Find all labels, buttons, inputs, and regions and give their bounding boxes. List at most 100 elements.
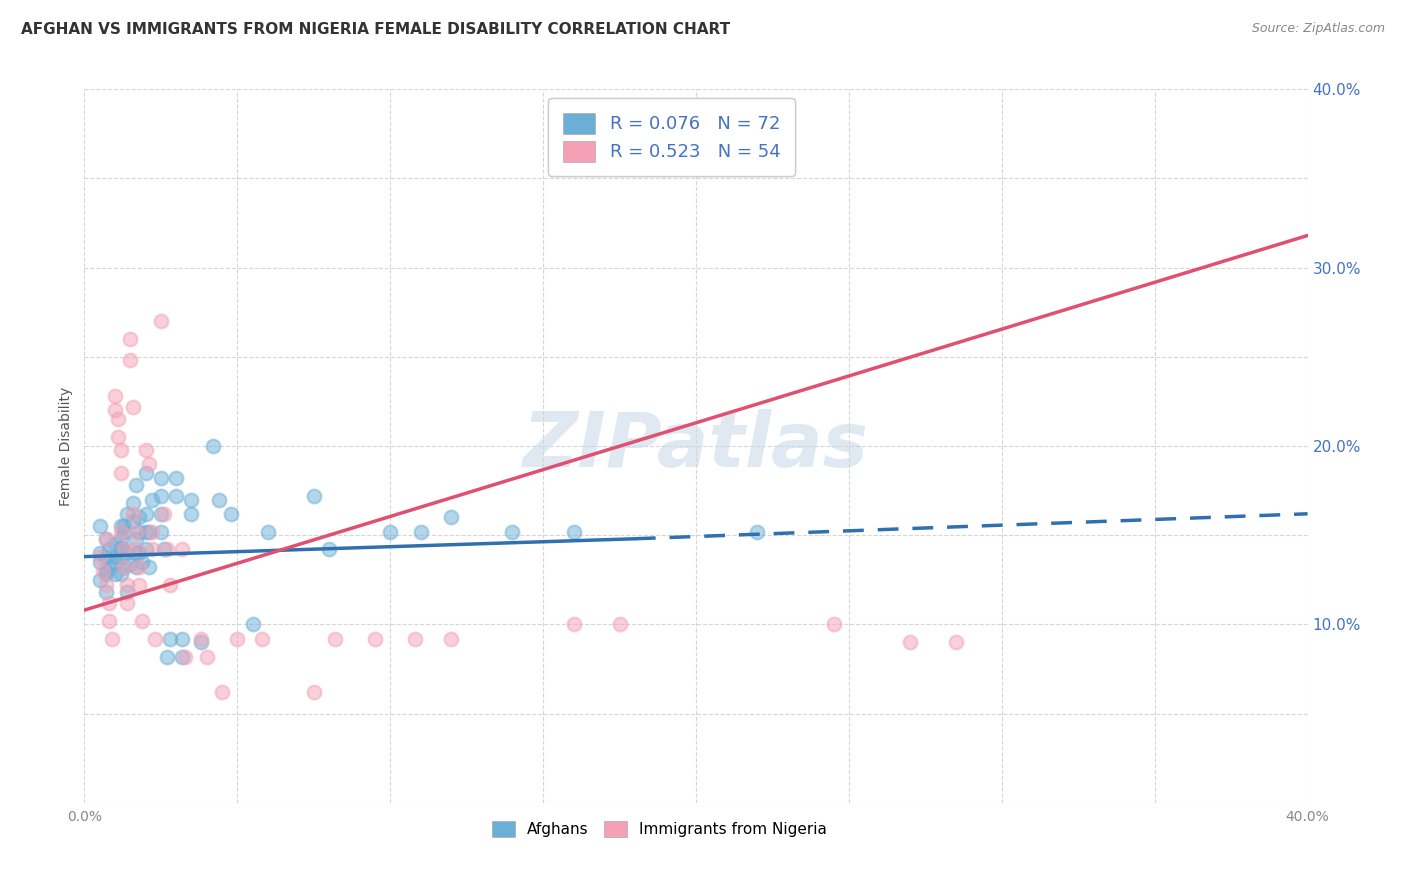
Point (104, 403, 127, 417)
Point (747, 524, 769, 539)
Point (122, 507, 145, 521)
Point (112, 524, 135, 539)
Point (143, 632, 166, 646)
Point (562, 524, 585, 539)
Point (323, 632, 346, 646)
Point (135, 542, 157, 557)
Point (89, 555, 111, 569)
Point (135, 507, 157, 521)
Text: ZIPatlas: ZIPatlas (523, 409, 869, 483)
Point (159, 632, 181, 646)
Point (104, 555, 127, 569)
Point (823, 617, 845, 632)
Point (135, 466, 157, 480)
Point (110, 567, 132, 582)
Point (141, 524, 163, 539)
Point (731, 114, 754, 128)
Point (115, 596, 138, 610)
Point (89, 519, 111, 533)
Point (128, 510, 150, 524)
Point (94, 564, 117, 578)
Point (110, 524, 132, 539)
Point (409, 524, 432, 539)
Point (89, 546, 111, 560)
Point (562, 617, 585, 632)
Point (120, 332, 142, 346)
Point (156, 542, 179, 557)
Legend: R = 0.076   N = 72, R = 0.523   N = 54: R = 0.076 N = 72, R = 0.523 N = 54 (548, 98, 794, 176)
Point (165, 471, 187, 485)
Point (149, 489, 172, 503)
Point (190, 632, 212, 646)
Point (125, 542, 148, 557)
Point (149, 471, 172, 485)
Point (89, 573, 111, 587)
Point (101, 632, 124, 646)
Point (172, 649, 194, 664)
Point (242, 617, 264, 632)
Point (110, 532, 132, 546)
Point (149, 507, 172, 521)
Point (149, 524, 172, 539)
Point (110, 466, 132, 480)
Point (609, 617, 631, 632)
Point (135, 442, 157, 457)
Point (115, 585, 138, 599)
Point (94, 585, 117, 599)
Point (122, 400, 145, 414)
Point (94, 567, 117, 582)
Point (302, 489, 325, 503)
Point (404, 632, 426, 646)
Text: Source: ZipAtlas.com: Source: ZipAtlas.com (1251, 22, 1385, 36)
Point (97, 560, 120, 574)
Point (502, 524, 524, 539)
Point (112, 560, 135, 574)
Point (153, 542, 176, 557)
Point (110, 442, 132, 457)
Point (190, 635, 212, 649)
Point (250, 632, 273, 646)
Point (104, 537, 127, 551)
Point (440, 632, 463, 646)
Point (110, 549, 132, 564)
Point (128, 524, 150, 539)
Point (107, 430, 129, 444)
Point (211, 685, 233, 699)
Point (180, 507, 202, 521)
Point (138, 524, 160, 539)
Point (141, 542, 163, 557)
Y-axis label: Female Disability: Female Disability (59, 386, 73, 506)
Point (318, 542, 340, 557)
Point (112, 519, 135, 533)
Point (104, 567, 127, 582)
Point (112, 542, 135, 557)
Point (104, 549, 127, 564)
Point (97, 596, 120, 610)
Point (125, 478, 148, 492)
Point (89, 549, 111, 564)
Point (115, 578, 138, 592)
Point (364, 632, 387, 646)
Point (440, 510, 463, 524)
Point (115, 507, 138, 521)
Point (94, 578, 117, 592)
Point (380, 524, 402, 539)
Point (156, 649, 179, 664)
Point (125, 532, 148, 546)
Point (97, 614, 120, 628)
Point (115, 546, 138, 560)
Point (135, 524, 157, 539)
Point (97, 542, 120, 557)
Point (110, 519, 132, 533)
Point (120, 353, 142, 368)
Point (165, 489, 187, 503)
Point (138, 457, 160, 471)
Point (174, 649, 197, 664)
Point (122, 496, 145, 510)
Point (149, 314, 172, 328)
Point (110, 541, 132, 555)
Point (898, 635, 921, 649)
Point (128, 560, 150, 574)
Point (141, 492, 163, 507)
Point (208, 492, 231, 507)
